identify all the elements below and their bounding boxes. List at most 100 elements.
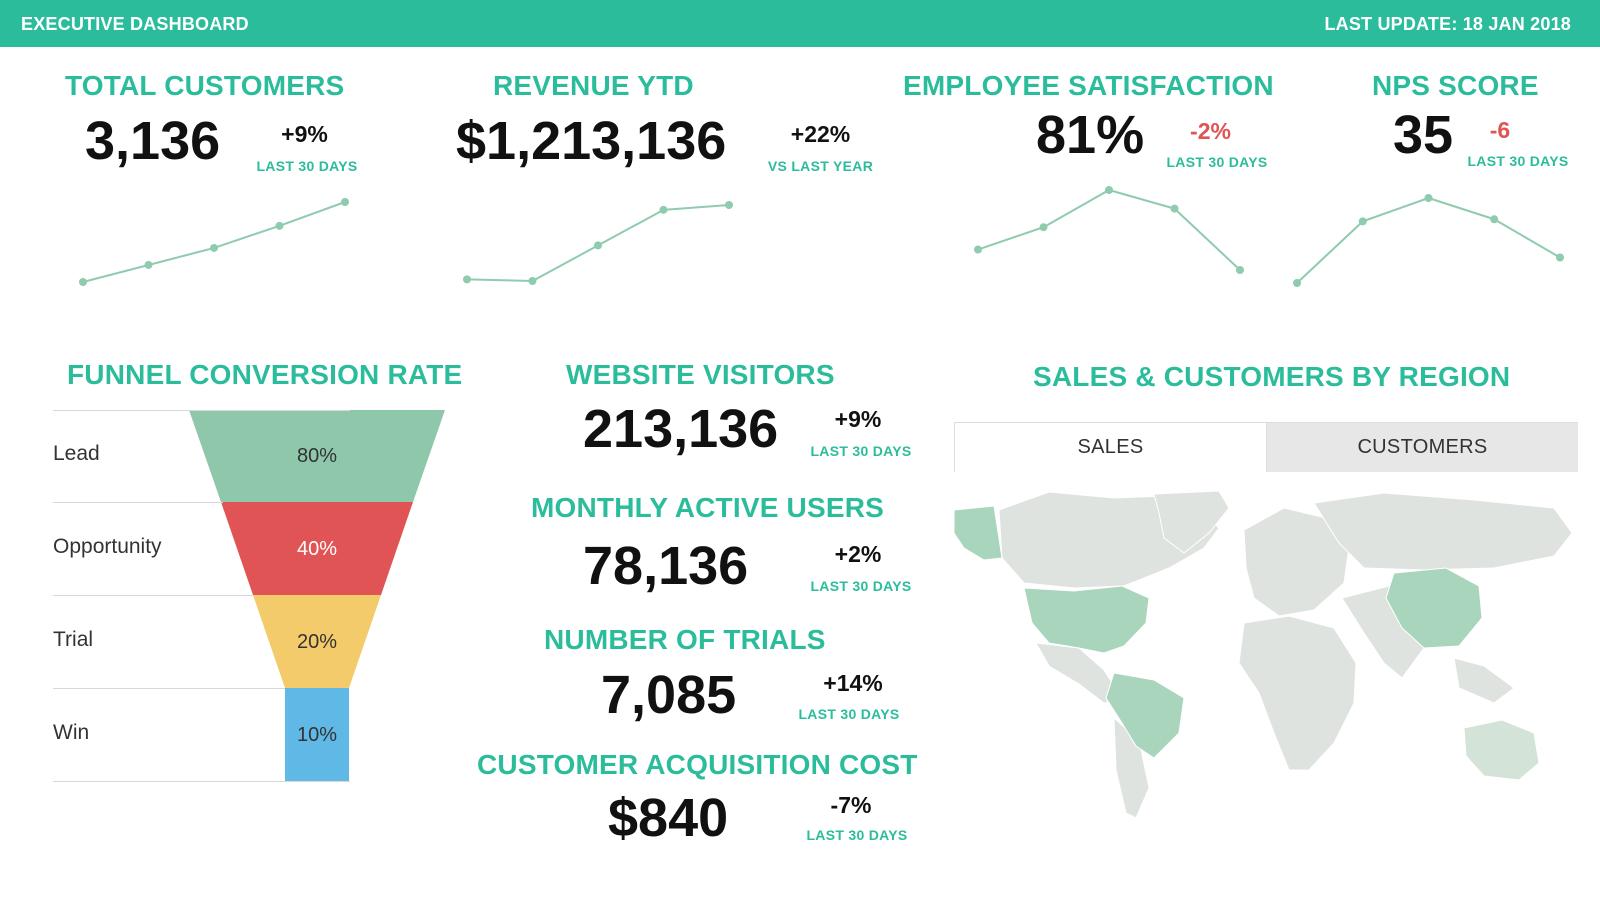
map-region-alaska xyxy=(954,505,1003,561)
sparkline-point xyxy=(659,205,668,214)
sparkline-segment xyxy=(1108,189,1175,210)
funnel-title: FUNNEL CONVERSION RATE xyxy=(67,359,463,390)
funnel-label-trial: Trial xyxy=(53,628,94,651)
kpi-nps-score-value: 35 xyxy=(1393,105,1454,165)
tab-customers[interactable]: CUSTOMERS xyxy=(1357,436,1488,458)
map-region-united-states xyxy=(1023,585,1150,654)
sparkline-point xyxy=(1490,215,1499,224)
map-region-greenland xyxy=(1153,490,1230,554)
kpi-total-customers-period: LAST 30 DAYS xyxy=(256,158,358,174)
sparkline-point xyxy=(275,221,284,230)
sparkline-segment xyxy=(1296,220,1364,284)
sparkline-point xyxy=(144,260,153,269)
dashboard-title: EXECUTIVE DASHBOARD xyxy=(21,14,249,34)
kpi-revenue-ytd-value: $1,213,136 xyxy=(456,111,727,171)
customer-acquisition-cost-title: CUSTOMER ACQUISITION COST xyxy=(477,749,918,780)
sparkline-point xyxy=(1424,194,1433,202)
number-of-trials-title: NUMBER OF TRIALS xyxy=(544,624,826,655)
funnel-value-win: 10% xyxy=(296,724,338,746)
funnel-label-lead: Lead xyxy=(53,442,100,465)
funnel-segment-win xyxy=(285,688,349,781)
map-region-europe xyxy=(1243,507,1350,617)
map-region-southeast-asia xyxy=(1453,657,1515,704)
sparkline-segment xyxy=(213,224,280,249)
funnel-value-lead: 80% xyxy=(296,445,338,467)
sparkline-segment xyxy=(977,226,1044,251)
funnel-segment-opportunity xyxy=(221,502,413,595)
funnel-divider xyxy=(53,410,350,411)
kpi-nps-score-delta: -6 xyxy=(1489,117,1511,143)
kpi-revenue-ytd-title: REVENUE YTD xyxy=(493,70,694,101)
funnel-label-opportunity: Opportunity xyxy=(53,535,162,558)
sparkline-point xyxy=(79,278,87,286)
sparkline-point xyxy=(1039,223,1048,232)
sparkline-segment xyxy=(466,278,533,282)
sparkline-segment xyxy=(148,246,215,266)
monthly-active-users-delta: +2% xyxy=(834,541,882,567)
funnel-segment-trial xyxy=(253,595,381,688)
kpi-employee-satisfaction-period: LAST 30 DAYS xyxy=(1166,154,1268,170)
website-visitors-delta: +9% xyxy=(834,406,882,432)
sparkline-segment xyxy=(1043,189,1110,229)
kpi-employee-satisfaction-delta: -2% xyxy=(1190,118,1231,144)
sparkline-point xyxy=(1105,186,1113,194)
map-region-russia xyxy=(1313,492,1573,571)
website-visitors-value: 213,136 xyxy=(583,399,779,459)
tab-sales[interactable]: SALES xyxy=(954,423,1267,472)
funnel-segment-lead xyxy=(189,410,445,502)
region-title: SALES & CUSTOMERS BY REGION xyxy=(1033,361,1511,392)
kpi-employee-satisfaction-value: 81% xyxy=(1036,105,1145,165)
sparkline-point xyxy=(1236,266,1244,274)
website-visitors-title: WEBSITE VISITORS xyxy=(566,359,835,390)
funnel-divider xyxy=(53,781,350,782)
sparkline-segment xyxy=(597,208,664,247)
number-of-trials-value: 7,085 xyxy=(601,665,737,725)
map-region-china xyxy=(1385,567,1483,649)
sparkline-point xyxy=(1293,279,1301,287)
funnel-divider xyxy=(53,688,285,689)
funnel-divider xyxy=(53,595,253,596)
kpi-nps-score-title: NPS SCORE xyxy=(1372,70,1539,101)
map-region-africa xyxy=(1238,615,1357,771)
region-tabs: SALES CUSTOMERS xyxy=(954,422,1578,472)
kpi-employee-satisfaction-title: EMPLOYEE SATISFACTION xyxy=(903,70,1274,101)
map-region-australia xyxy=(1463,719,1540,781)
world-map[interactable] xyxy=(954,488,1578,828)
monthly-active-users-title: MONTHLY ACTIVE USERS xyxy=(531,492,885,523)
sparkline-segment xyxy=(1362,197,1429,223)
sparkline-point xyxy=(341,198,349,206)
monthly-active-users-value: 78,136 xyxy=(583,536,749,596)
kpi-nps-score-period: LAST 30 DAYS xyxy=(1467,153,1569,169)
kpi-total-customers-value: 3,136 xyxy=(85,111,221,171)
kpi-revenue-ytd-delta: +22% xyxy=(790,121,851,147)
number-of-trials-delta: +14% xyxy=(823,670,883,696)
sparkline-point xyxy=(528,277,537,285)
funnel-value-trial: 20% xyxy=(296,631,338,653)
sparkline-point xyxy=(974,245,982,254)
header-bar: EXECUTIVE DASHBOARD LAST UPDATE: 18 JAN … xyxy=(0,0,1600,47)
sparkline-point xyxy=(1170,204,1179,213)
kpi-revenue-ytd-period: VS LAST YEAR xyxy=(767,158,874,174)
sparkline-segment xyxy=(663,204,730,211)
customer-acquisition-cost-value: $840 xyxy=(608,788,729,848)
sparkline-segment xyxy=(532,244,599,282)
sparkline-segment xyxy=(1428,197,1495,221)
customer-acquisition-cost-delta: -7% xyxy=(830,792,872,818)
kpi-total-customers-title: TOTAL CUSTOMERS xyxy=(65,70,345,101)
last-update-label: LAST UPDATE: 18 JAN 2018 xyxy=(1324,14,1571,34)
funnel-label-win: Win xyxy=(53,721,90,744)
sparkline-segment xyxy=(82,264,149,283)
funnel-value-opportunity: 40% xyxy=(296,538,338,560)
sparkline-point xyxy=(210,243,218,252)
monthly-active-users-period: LAST 30 DAYS xyxy=(810,578,912,594)
sparkline-point xyxy=(594,241,602,250)
sparkline-segment xyxy=(279,201,346,227)
sparkline-point xyxy=(463,275,471,284)
website-visitors-period: LAST 30 DAYS xyxy=(810,443,912,459)
sparkline-point xyxy=(1358,217,1367,226)
